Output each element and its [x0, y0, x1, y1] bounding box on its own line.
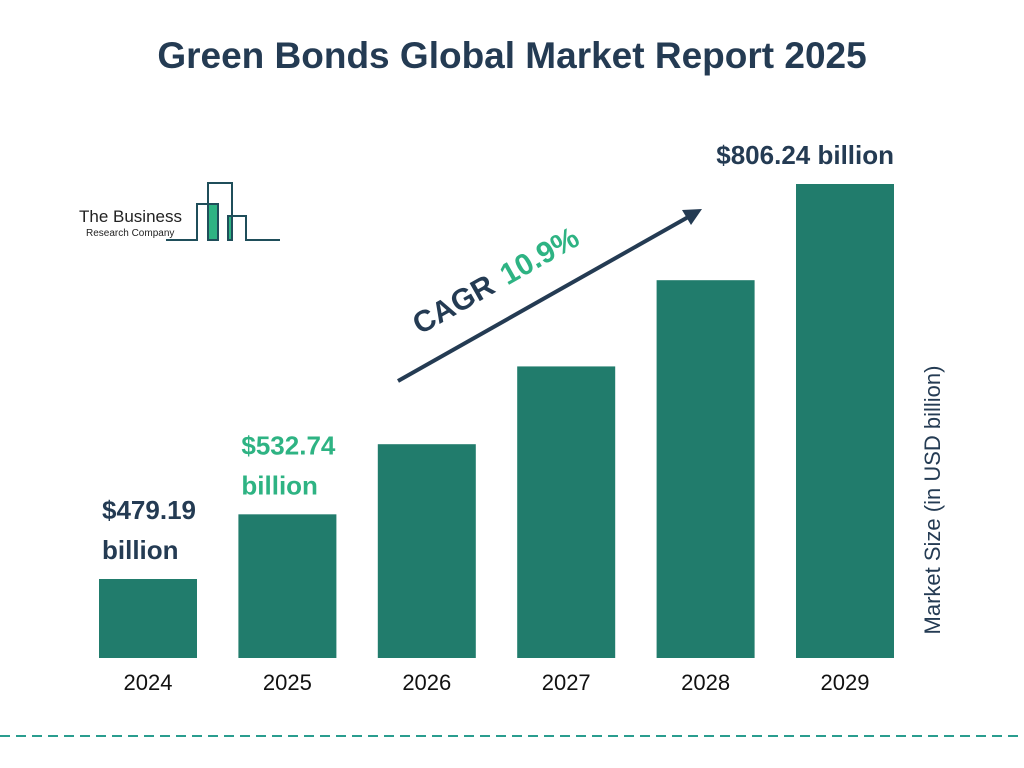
data-label: billion — [241, 470, 318, 500]
data-label: $479.19 — [102, 495, 196, 525]
bar-2024 — [99, 579, 197, 658]
bar-2026 — [377, 444, 476, 658]
logo-line2: Research Company — [86, 228, 174, 239]
x-tick-2025: 2025 — [263, 670, 312, 695]
logo: The Business Research Company — [79, 182, 280, 241]
chart-title: Green Bonds Global Market Report 2025 — [157, 35, 866, 76]
x-tick-2029: 2029 — [821, 670, 870, 695]
cagr-annotation: CAGR10.9% — [407, 221, 585, 341]
data-label: $806.24 billion — [716, 140, 894, 170]
x-tick-2026: 2026 — [402, 670, 451, 695]
data-label: $532.74 — [241, 430, 336, 460]
bar-2029 — [796, 184, 894, 658]
bar-2025 — [238, 514, 337, 658]
cagr-arrow — [397, 209, 702, 383]
x-tick-2024: 2024 — [124, 670, 173, 695]
x-tick-2027: 2027 — [542, 670, 591, 695]
data-label: billion — [102, 535, 179, 565]
logo-line1: The Business — [79, 207, 182, 226]
bar-2027 — [517, 366, 616, 658]
x-tick-2028: 2028 — [681, 670, 730, 695]
bar-2028 — [656, 280, 755, 658]
y-axis-label: Market Size (in USD billion) — [920, 366, 945, 635]
